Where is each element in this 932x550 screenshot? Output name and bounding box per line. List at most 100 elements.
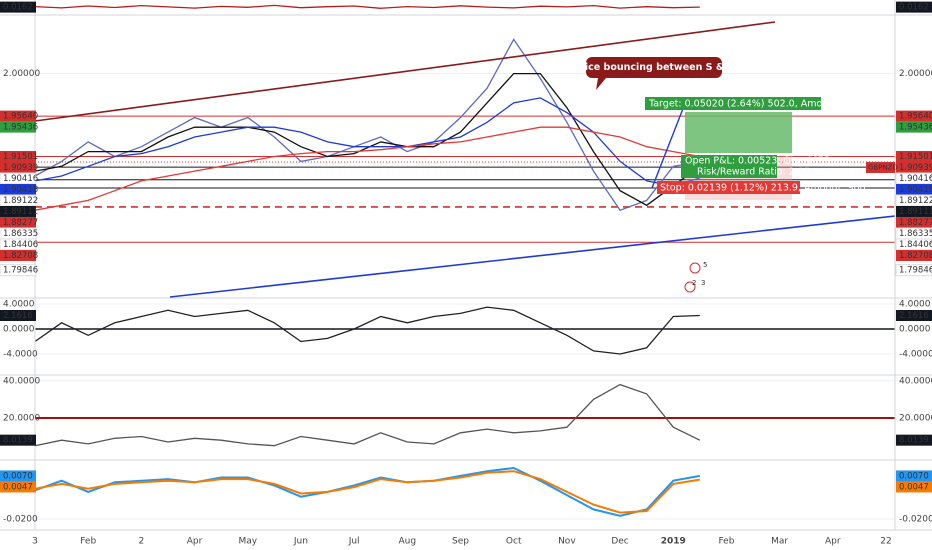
price-label-bg (0, 481, 36, 493)
x-tick-label: 2 (139, 537, 145, 547)
x-tick-label: Feb (80, 537, 96, 547)
price-label: 0.0070 (899, 471, 929, 481)
callout-bubble (586, 57, 722, 90)
price-label-bg (895, 264, 932, 277)
price-label: 0.0162 (3, 3, 33, 13)
price-label-bg (896, 150, 932, 162)
price-label-bg (0, 110, 36, 122)
price-label: 1.89122 (899, 196, 932, 206)
series-line (34, 306, 700, 355)
y-tick-label: 4.0000 (3, 300, 35, 310)
x-tick-label: 2019 (661, 537, 686, 547)
pl-label-bg (681, 155, 777, 178)
price-label: 1.95436 (899, 123, 932, 133)
event-icon (689, 262, 701, 274)
price-label: 1.86335 (3, 229, 38, 239)
price-label: 8.0139 (3, 436, 33, 446)
price-label-bg (896, 216, 932, 228)
risk-reward-label: Risk/Reward Ratio: 2.35 (697, 167, 810, 178)
price-label: 1.84406 (3, 240, 38, 250)
price-label: 1.89111 (899, 207, 932, 217)
series-line (34, 466, 700, 517)
event-label: 3 (701, 279, 705, 287)
price-label-bg (896, 470, 932, 482)
x-tick-label: Dec (611, 537, 628, 547)
price-label: 1.90416 (899, 174, 932, 184)
target-label: Target: 0.05020 (2.64%) 502.0, Amount: 1… (648, 99, 884, 110)
price-label: 2.1616 (3, 311, 33, 321)
price-label-bg (896, 161, 932, 173)
price-label: 1.90418 (3, 185, 38, 195)
price-label: 1.79846 (899, 266, 932, 276)
callout-text: Price bouncing between S & R (573, 62, 735, 73)
x-tick-label: Apr (187, 537, 203, 547)
x-tick-label: Mar (771, 537, 788, 547)
price-label-bg (0, 1, 36, 13)
stop-label: Stop: 0.02139 (1.12%) 213.9, Amount: 900 (660, 183, 866, 194)
x-tick-label: May (238, 537, 257, 547)
price-label: 1.82708 (899, 251, 932, 261)
price-label: 1.86335 (899, 229, 932, 239)
price-label-bg (896, 481, 932, 493)
price-label-bg (896, 249, 932, 261)
price-label-bg (896, 121, 932, 133)
price-label-bg (0, 216, 36, 228)
lower-trendline (169, 215, 896, 298)
price-label: 0.0047 (899, 482, 929, 492)
y-tick-label: -0.0200 (899, 514, 932, 524)
x-tick-label: Aug (399, 537, 417, 547)
y-tick-label: 20.0000 (899, 413, 932, 423)
upper-trendline (34, 21, 776, 122)
open-pl-label: Open P&L: 0.00523, Qty: 4675 (685, 156, 830, 167)
price-label-bg (0, 161, 36, 173)
y-tick-label: 2.00000 (3, 69, 40, 79)
price-label: 0.0047 (3, 482, 33, 492)
trade-line (651, 105, 685, 189)
price-label: 1.95436 (3, 123, 38, 133)
x-tick-label: Oct (506, 537, 522, 547)
price-label: 1.95640 (3, 112, 38, 122)
series-line (34, 4, 700, 9)
y-tick-label: 0.0000 (3, 325, 35, 335)
price-label-bg (896, 205, 932, 217)
series-line (34, 470, 700, 514)
price-label: 1.84406 (899, 240, 932, 250)
x-tick-label: Sep (452, 537, 469, 547)
price-label-bg (0, 121, 36, 133)
x-tick-label: Jun (293, 537, 308, 547)
price-label-bg (896, 183, 932, 195)
y-tick-label: 2.00000 (899, 69, 932, 79)
event-label: 2 (692, 279, 696, 287)
price-label: 0.0162 (899, 3, 929, 13)
price-label: 0.0070 (3, 471, 33, 481)
y-tick-label: 40.0000 (899, 376, 932, 386)
series-line (34, 383, 701, 447)
price-label: 1.90418 (899, 185, 932, 195)
event-label: 5 (703, 261, 707, 269)
y-tick-label: -4.0000 (899, 350, 932, 360)
x-tick-label: Feb (718, 537, 734, 547)
price-label: 1.90939 (899, 163, 932, 173)
price-label: 1.82708 (3, 251, 38, 261)
x-tick-label: 22 (880, 537, 891, 547)
price-label-bg (0, 183, 36, 195)
price-label: 2.1616 (899, 311, 929, 321)
price-label-bg (896, 1, 932, 13)
series-line (34, 72, 701, 207)
price-label: 1.90416 (3, 174, 38, 184)
y-tick-label: 4.0000 (899, 300, 931, 310)
target-zone (685, 112, 792, 153)
x-tick-label: Nov (558, 537, 576, 547)
price-label: 1.90939 (3, 163, 38, 173)
symbol-label-bg (866, 161, 895, 173)
price-label-bg (896, 309, 932, 321)
price-label: 8.0139 (899, 436, 929, 446)
price-label-bg (0, 264, 37, 277)
series-line (34, 38, 700, 211)
series-line (34, 126, 700, 211)
price-label-bg (0, 205, 36, 217)
series-line (34, 97, 700, 187)
